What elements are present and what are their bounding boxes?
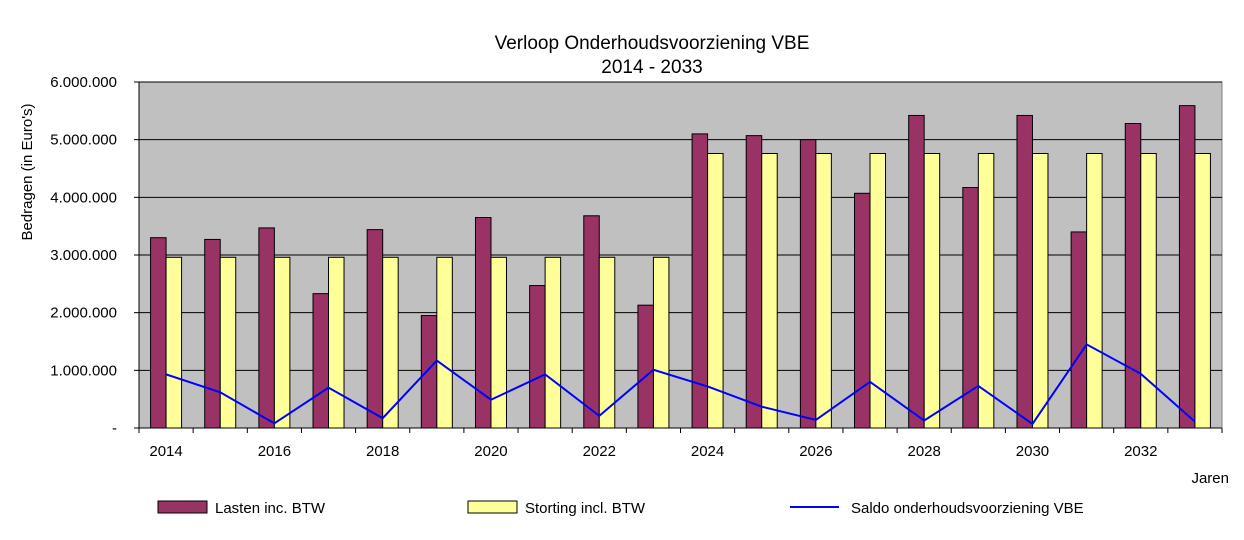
x-tick-label: 2030 xyxy=(1016,443,1049,460)
bar-storting xyxy=(1031,153,1049,429)
legend-label-storting: Storting incl. BTW xyxy=(525,500,646,517)
bar-lasten xyxy=(637,304,654,429)
x-axis-label: Jaren xyxy=(1191,470,1229,487)
y-tick-labels: - 1.000.000 2.000.000 3.000.000 4.000.000 5.0… xyxy=(50,74,117,437)
bar-lasten xyxy=(1070,231,1088,429)
y-tick-label: 3.000.000 xyxy=(50,247,117,264)
x-tick-label: 2020 xyxy=(474,443,507,460)
x-tick-label: 2026 xyxy=(799,443,832,460)
chart-title: Verloop Onderhoudsvoorziening VBE xyxy=(495,33,810,54)
bar-storting xyxy=(1140,153,1157,429)
bar-lasten xyxy=(204,238,221,429)
y-tick-label: 6.000.000 xyxy=(50,74,117,91)
y-tick-label: 2.000.000 xyxy=(50,305,117,322)
x-tick-label: 2024 xyxy=(691,443,724,460)
bar-lasten xyxy=(1178,105,1196,429)
y-tick-label: - xyxy=(112,420,117,437)
x-tick-label: 2018 xyxy=(366,443,399,460)
bar-lasten xyxy=(745,135,763,429)
bar-storting xyxy=(436,256,453,429)
bar-storting xyxy=(382,256,399,429)
y-tick-label: 5.000.000 xyxy=(50,132,117,149)
x-tick-label: 2032 xyxy=(1124,443,1157,460)
bar-storting xyxy=(219,256,237,429)
bar-lasten xyxy=(854,192,871,429)
bar-lasten xyxy=(366,229,384,429)
bar-lasten xyxy=(799,139,817,429)
axes xyxy=(134,81,1223,433)
legend-swatch-lasten xyxy=(157,500,208,514)
bar-lasten xyxy=(583,215,600,429)
bar-storting xyxy=(761,153,778,429)
bar-storting xyxy=(815,153,832,429)
bar-storting xyxy=(598,256,616,429)
legend: Lasten inc. BTW Storting incl. BTW Saldo… xyxy=(157,500,1084,517)
bar-storting xyxy=(490,256,507,429)
legend-swatch-storting xyxy=(467,500,518,514)
bar-lasten xyxy=(258,227,275,429)
bar-storting xyxy=(273,256,291,429)
bar-storting xyxy=(328,256,345,429)
x-tick-label: 2014 xyxy=(149,443,182,460)
bar-storting xyxy=(923,153,941,429)
x-tick-labels: 2014 2016 2018 2020 2022 2024 2026 2028 2030 2032 xyxy=(149,443,1157,460)
bar-layer xyxy=(150,105,1211,429)
y-tick-label: 4.000.000 xyxy=(50,189,117,206)
y-axis-label: Bedragen (in Euro's) xyxy=(19,103,36,240)
bar-storting xyxy=(1194,153,1211,429)
bar-lasten xyxy=(312,293,330,429)
line-saldo xyxy=(165,343,1196,426)
bar-lasten xyxy=(474,217,492,429)
bar-storting xyxy=(165,256,183,429)
bar-lasten xyxy=(529,285,546,429)
x-tick-label: 2022 xyxy=(583,443,616,460)
chart-subtitle: 2014 - 2033 xyxy=(601,57,702,78)
bar-lasten xyxy=(1016,114,1033,429)
bar-lasten xyxy=(150,237,167,429)
bar-storting xyxy=(652,256,670,429)
legend-label-saldo: Saldo onderhoudsvoorziening VBE xyxy=(851,500,1084,517)
y-tick-label: 1.000.000 xyxy=(50,362,117,379)
x-tick-label: 2028 xyxy=(907,443,940,460)
bar-lasten xyxy=(908,114,925,429)
line-layer xyxy=(165,343,1196,426)
bar-lasten xyxy=(1124,123,1142,429)
legend-label-lasten: Lasten inc. BTW xyxy=(215,500,326,517)
x-tick-label: 2016 xyxy=(258,443,291,460)
bar-storting xyxy=(1086,153,1103,429)
bar-storting xyxy=(544,256,562,429)
bar-lasten xyxy=(420,315,438,429)
